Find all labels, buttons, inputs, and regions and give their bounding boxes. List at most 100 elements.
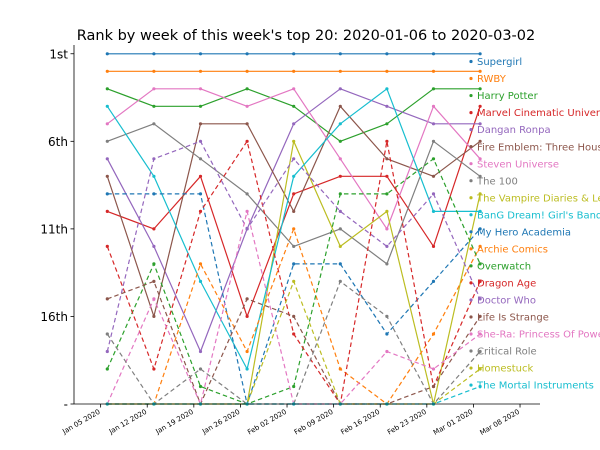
data-point-1-6 xyxy=(385,69,389,73)
data-point-17-8 xyxy=(478,349,482,354)
data-point-0-5 xyxy=(338,52,342,56)
legend-marker-14 xyxy=(469,298,473,302)
legend-label-10: My Hero Academia xyxy=(477,227,571,238)
series-line-11 xyxy=(107,228,481,405)
data-point-10-6 xyxy=(385,332,389,336)
data-point-0-3 xyxy=(245,52,249,56)
legend-label-15: Life Is Strange xyxy=(477,313,549,324)
data-point-5-1 xyxy=(152,314,156,318)
data-point-16-7 xyxy=(431,367,436,371)
data-point-8-6 xyxy=(385,209,389,213)
data-point-14-3 xyxy=(245,227,249,231)
x-tick-label: Jan 26 2020 xyxy=(200,408,241,436)
data-point-13-8 xyxy=(478,279,482,283)
data-point-0-6 xyxy=(385,52,389,56)
x-tick-label: Feb 16 2020 xyxy=(339,408,381,437)
data-point-16-8 xyxy=(478,332,482,336)
data-point-4-5 xyxy=(338,87,342,91)
data-point-10-2 xyxy=(198,192,203,196)
data-point-13-1 xyxy=(152,367,156,371)
data-point-14-6 xyxy=(385,244,389,248)
data-point-9-5 xyxy=(338,122,342,126)
legend-marker-10 xyxy=(469,230,473,234)
data-point-17-2 xyxy=(198,367,203,371)
data-point-3-0 xyxy=(105,209,109,213)
data-point-0-7 xyxy=(431,52,436,56)
x-tick-label: Jan 19 2020 xyxy=(154,408,195,436)
data-point-4-1 xyxy=(152,244,156,248)
chart-title: Rank by week of this week's top 20: 2020… xyxy=(77,28,535,44)
data-point-2-4 xyxy=(292,104,296,108)
legend-marker-11 xyxy=(469,247,473,251)
data-point-7-3 xyxy=(245,192,249,196)
data-point-5-7 xyxy=(431,174,436,178)
data-point-10-7 xyxy=(431,279,436,283)
legend-label-1: RWBY xyxy=(477,74,507,85)
data-point-3-2 xyxy=(198,174,203,178)
data-point-10-4 xyxy=(292,262,296,266)
data-point-1-5 xyxy=(338,69,342,73)
data-point-11-2 xyxy=(198,262,203,266)
legend-marker-16 xyxy=(469,332,473,336)
y-tick-label: 16th xyxy=(40,310,68,324)
data-point-5-8 xyxy=(478,139,482,143)
data-point-11-7 xyxy=(431,332,436,336)
data-point-5-0 xyxy=(105,174,109,178)
data-point-8-8 xyxy=(478,192,482,196)
series-line-2 xyxy=(107,88,481,142)
legend-label-7: The 100 xyxy=(476,176,518,187)
data-point-3-8 xyxy=(478,104,482,108)
data-point-1-0 xyxy=(105,69,109,73)
y-tick-label: 1st xyxy=(49,47,68,61)
data-point-0-2 xyxy=(198,52,203,56)
data-point-8-5 xyxy=(338,244,342,248)
data-point-0-8 xyxy=(478,52,482,56)
data-point-6-7 xyxy=(431,104,436,108)
data-point-12-8 xyxy=(478,262,482,266)
data-point-7-7 xyxy=(431,139,436,143)
legend-marker-3 xyxy=(469,110,473,115)
data-point-3-6 xyxy=(385,174,389,178)
data-point-5-2 xyxy=(198,122,203,126)
legend-label-18: Homestuck xyxy=(477,364,533,375)
x-tick-label: Jan 12 2020 xyxy=(107,408,148,436)
data-point-4-7 xyxy=(431,122,436,126)
data-point-2-2 xyxy=(198,104,203,108)
series-line-4 xyxy=(106,88,481,353)
data-point-1-2 xyxy=(198,69,203,73)
legend-marker-9 xyxy=(469,213,473,217)
legend-marker-1 xyxy=(469,76,473,81)
legend-marker-6 xyxy=(469,162,473,166)
legend-label-17: Critical Role xyxy=(477,347,537,358)
data-point-5-6 xyxy=(385,157,389,161)
data-point-9-0 xyxy=(105,104,109,108)
legend-label-6: Steven Universe xyxy=(477,159,559,170)
data-point-7-0 xyxy=(105,139,109,143)
data-point-4-2 xyxy=(198,349,203,354)
x-tick-label: Mar 08 2020 xyxy=(479,408,521,437)
data-point-14-7 xyxy=(431,192,436,196)
data-point-1-7 xyxy=(431,69,436,73)
data-point-9-8 xyxy=(478,209,482,213)
data-point-3-7 xyxy=(431,244,436,248)
data-point-15-8 xyxy=(478,314,482,318)
data-point-4-6 xyxy=(385,104,389,108)
data-point-13-4 xyxy=(292,332,296,336)
data-point-9-3 xyxy=(245,367,249,371)
data-point-7-5 xyxy=(338,227,342,231)
legend-marker-17 xyxy=(469,349,473,353)
data-point-6-8 xyxy=(478,157,482,161)
data-point-9-7 xyxy=(431,209,436,213)
x-tick-label: Feb 23 2020 xyxy=(386,408,428,437)
data-point-12-2 xyxy=(198,384,203,389)
data-point-10-0 xyxy=(105,192,109,196)
data-point-14-4 xyxy=(292,157,296,161)
data-point-14-5 xyxy=(338,209,342,213)
data-point-2-6 xyxy=(385,122,389,126)
data-point-12-7 xyxy=(431,157,436,161)
data-point-1-3 xyxy=(245,69,249,73)
data-point-3-3 xyxy=(245,314,249,318)
legend-marker-13 xyxy=(469,281,473,285)
data-point-13-2 xyxy=(198,209,203,213)
data-point-7-1 xyxy=(152,122,156,126)
